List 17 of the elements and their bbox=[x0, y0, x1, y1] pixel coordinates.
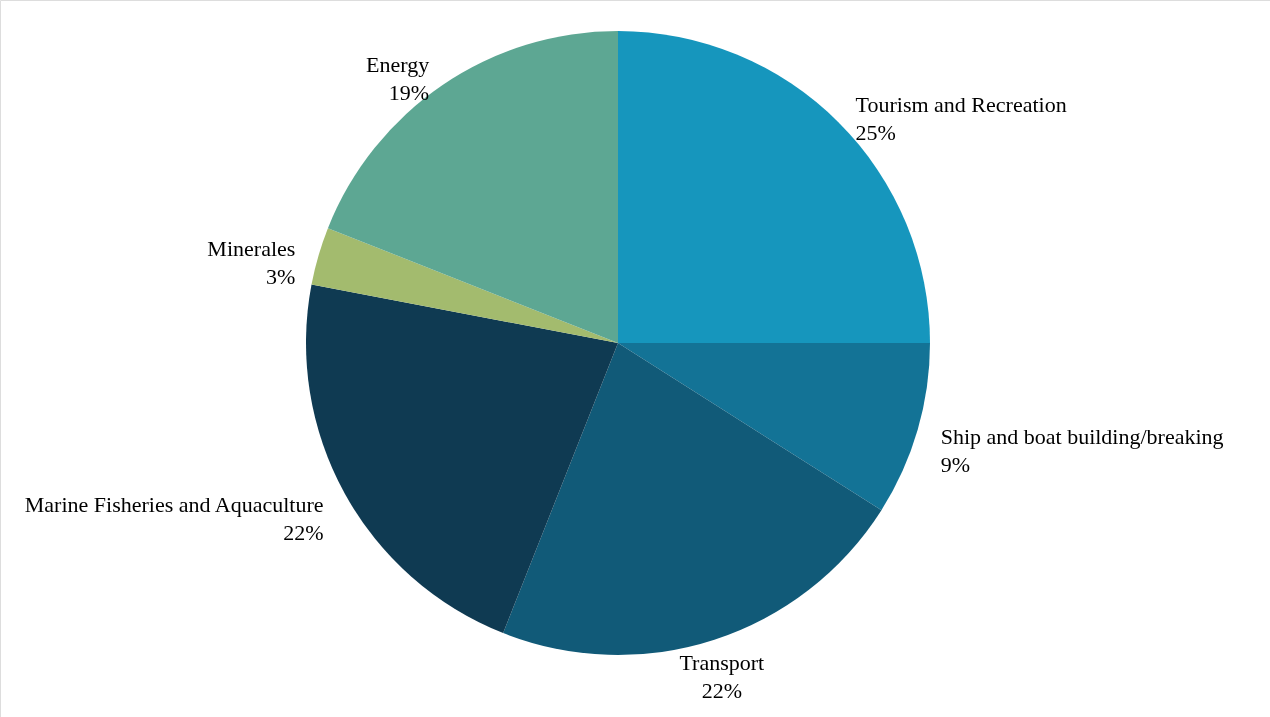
slice-label: Minerales bbox=[207, 236, 296, 262]
slice-label: Marine Fisheries and Aquaculture bbox=[24, 491, 324, 517]
pie-slice bbox=[618, 343, 930, 511]
pie-slice bbox=[327, 31, 618, 343]
data-label: 25% bbox=[855, 120, 896, 146]
pie-slice bbox=[618, 31, 930, 343]
data-label: 22% bbox=[283, 519, 324, 545]
slice-label: Transport bbox=[679, 649, 765, 675]
pie-slice bbox=[311, 228, 618, 343]
pie-slice bbox=[503, 343, 882, 655]
data-label: 19% bbox=[388, 80, 430, 106]
slice-label: Energy bbox=[366, 52, 430, 78]
slice-label: Ship and boat building/breaking bbox=[940, 423, 1224, 449]
data-label: 22% bbox=[701, 677, 742, 703]
data-label: 9% bbox=[940, 451, 970, 477]
data-label: 3% bbox=[266, 264, 296, 290]
slice-label: Tourism and Recreation bbox=[855, 92, 1067, 118]
